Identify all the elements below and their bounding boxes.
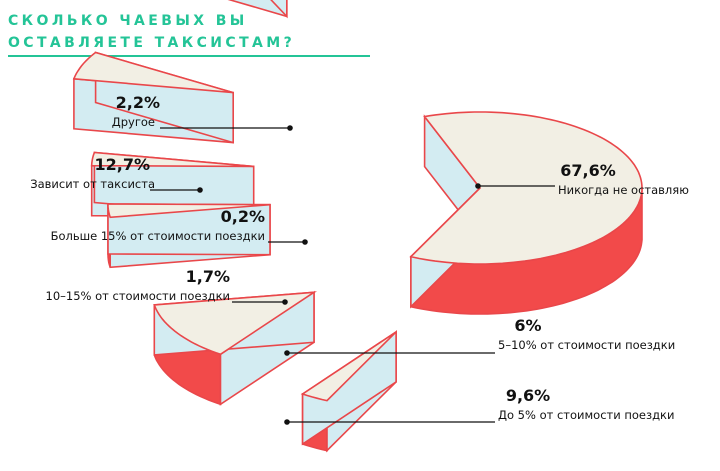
slice-top-4	[90, 151, 254, 168]
pie-slice-2	[153, 290, 318, 406]
slice-top-2	[153, 291, 318, 356]
pie-slice-1	[300, 329, 397, 453]
slice-inner-face-6-0	[227, 0, 288, 18]
leader-dot-1	[287, 125, 293, 131]
pie-slice-0	[409, 111, 643, 315]
slice-category-label-1: Другое	[112, 115, 155, 129]
leader-dot-0	[475, 183, 481, 189]
pie-slice-6	[227, 0, 288, 19]
leader-dot-4	[282, 299, 288, 305]
leader-dot-6	[284, 419, 290, 425]
slice-category-label-3: Больше 15% от стоимости поездки	[51, 229, 265, 243]
slice-top-3	[107, 203, 271, 219]
slice-value-label-2: 12,7%	[94, 155, 150, 174]
leader-dot-3	[302, 239, 308, 245]
slice-value-label-3: 0,2%	[221, 207, 265, 226]
leader-dot-5	[284, 350, 290, 356]
slice-top-0	[409, 111, 643, 265]
title-underline	[8, 55, 370, 57]
slice-top-1	[300, 331, 397, 402]
slice-category-label-6: До 5% от стоимости поездки	[498, 408, 674, 422]
slice-category-label-5: 5–10% от стоимости поездки	[498, 338, 675, 352]
slice-value-label-0: 67,6%	[560, 161, 616, 180]
pie-slice-3	[107, 203, 271, 269]
slice-value-label-1: 2,2%	[116, 93, 160, 112]
chart-title: Сколько чаевых вы оставляете таксистам?	[8, 13, 296, 51]
slice-value-label-6: 9,6%	[506, 386, 550, 405]
slice-category-label-2: Зависит от таксиста	[30, 177, 155, 191]
slice-category-label-0: Никогда не оставляю	[558, 183, 689, 197]
slice-category-label-4: 10–15% от стоимости поездки	[46, 289, 231, 303]
pie-slice-5	[72, 51, 234, 144]
slice-value-label-4: 1,7%	[186, 267, 230, 286]
slice-value-label-5: 6%	[514, 316, 541, 335]
slice-top-5	[72, 51, 234, 94]
slice-inner-face-6-1	[270, 0, 288, 19]
leader-dot-2	[197, 187, 203, 193]
